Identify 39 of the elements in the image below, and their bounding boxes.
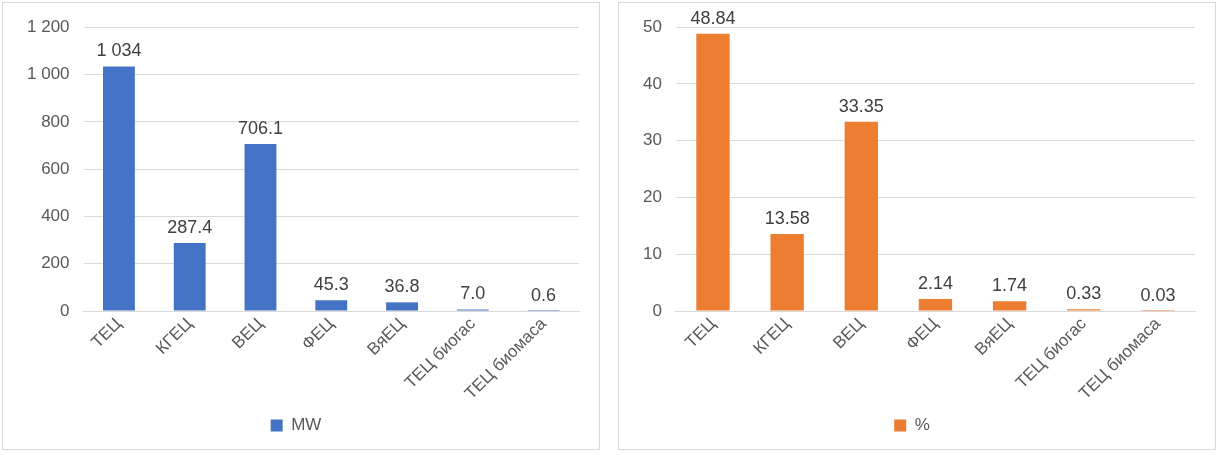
data-label: 7.0 [460, 283, 486, 304]
bar [696, 33, 730, 311]
data-label: 45.3 [313, 274, 349, 295]
bar [844, 121, 878, 311]
y-tick-label: 600 [41, 158, 70, 178]
y-tick-label: 30 [642, 130, 662, 150]
data-label: 0.6 [531, 284, 557, 305]
y-tick-label: 50 [642, 16, 662, 36]
y-tick-label: 20 [642, 187, 662, 207]
legend-label: MW [291, 415, 322, 435]
y-tick-label: 40 [642, 73, 662, 93]
data-label: 1 034 [96, 40, 142, 61]
y-tick-label: 0 [652, 300, 662, 320]
bar [244, 144, 277, 311]
bar [992, 301, 1027, 311]
y-tick-label: 10 [642, 243, 662, 263]
data-label: 13.58 [764, 207, 810, 228]
y-tick-label: 200 [41, 253, 70, 273]
data-label: 0.33 [1066, 283, 1102, 304]
y-tick-label: 1 000 [26, 64, 70, 84]
data-label: 706.1 [237, 118, 284, 138]
bar [173, 243, 206, 311]
bar [315, 300, 348, 311]
bar [103, 66, 135, 311]
data-label: 2.14 [917, 272, 953, 293]
data-label: 1.74 [992, 275, 1028, 296]
data-label: 0.03 [1140, 284, 1176, 305]
bar [918, 298, 953, 311]
y-tick-label: 800 [41, 111, 70, 131]
bar [770, 233, 804, 311]
data-label: 287.4 [167, 217, 213, 238]
data-label: 33.35 [838, 95, 884, 116]
data-label: 48.84 [690, 7, 736, 28]
y-tick-label: 400 [41, 206, 70, 226]
legend-label: % [914, 415, 930, 435]
y-tick-label: 0 [60, 300, 70, 320]
data-label: 36.8 [384, 276, 420, 297]
bar [386, 302, 418, 311]
y-tick-label: 1 200 [26, 16, 70, 36]
